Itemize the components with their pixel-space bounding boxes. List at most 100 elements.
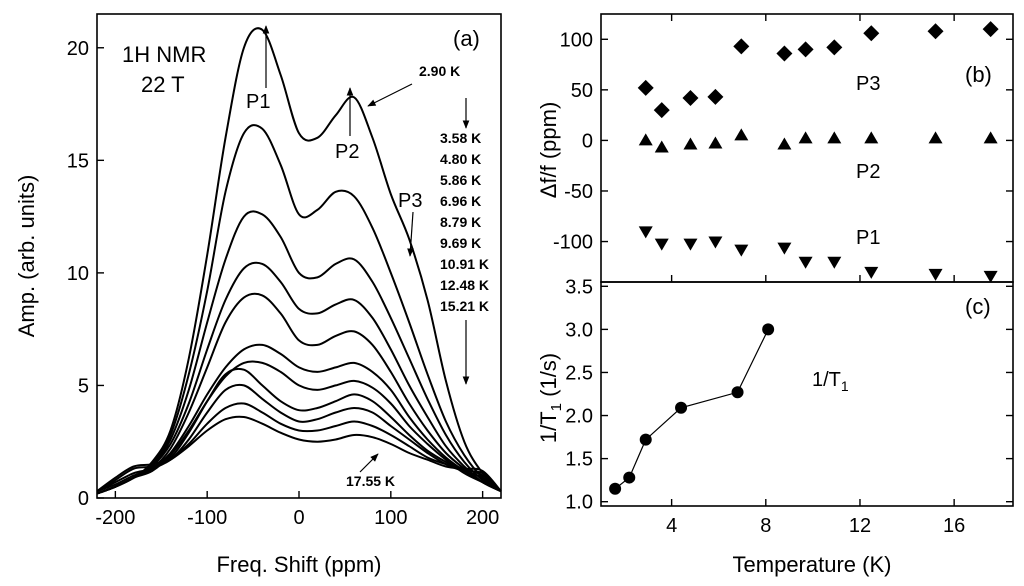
panel-b-peak-shifts: -100 -50 0 50 100 (b) P3 P2 P1 Δf/f (ppm)	[536, 13, 1014, 283]
peak-label-p2: P2	[335, 141, 359, 163]
panel-a-label: (a)	[453, 26, 480, 51]
data-point-p1	[983, 270, 998, 283]
panel-c-relaxation-rate: 1.0 1.5 2.0 2.5 3.0 3.5 4 8 12 16 (c) 1/T1 Tempe…	[536, 276, 1014, 577]
panel-a-y-ticks: 0 5 10 15 20	[67, 38, 104, 510]
panel-a-temperature-labels: 2.90 K 3.58 K 4.80 K 5.86 K 6.96 K 8.79 K 9.69…	[262, 25, 489, 489]
temperature-label: 15.21 K	[440, 298, 489, 314]
spectrum-curve	[96, 124, 502, 495]
panel-a-y-axis-label: Amp. (arb. units)	[14, 175, 39, 338]
panel-b-y-tick-label: 50	[571, 80, 593, 102]
annotation-arrow	[367, 83, 413, 107]
data-point-p3	[733, 38, 750, 55]
annotation-arrow	[407, 211, 414, 257]
annotation-arrow	[359, 453, 379, 473]
data-point-p2	[928, 131, 943, 144]
data-point-p3	[927, 23, 944, 40]
series-label-1-over-t1: 1/T1	[812, 369, 849, 394]
series-label-p3: P3	[856, 73, 880, 95]
data-point-p3	[863, 25, 880, 42]
data-point-p3	[682, 89, 699, 106]
data-point-1-over-t1	[762, 323, 775, 336]
panel-c-x-tick-label: 12	[849, 515, 871, 537]
data-point-p1	[734, 244, 749, 257]
panel-c-y-tick-label: 3.0	[565, 319, 593, 341]
data-point-p3	[776, 45, 793, 62]
data-point-p2	[654, 140, 669, 153]
spectrum-curve	[96, 367, 502, 493]
panel-c-x-tick-label: 4	[666, 515, 677, 537]
temperature-label: 12.48 K	[440, 277, 489, 293]
panel-a-y-tick-label: 5	[78, 375, 89, 397]
series-line-1-over-t1	[614, 329, 769, 490]
panel-c-x-tick-label: 8	[760, 515, 771, 537]
temperature-label: 3.58 K	[440, 130, 481, 146]
panel-c-y-axis-label: 1/T1 (1/s)	[536, 353, 565, 443]
data-point-1-over-t1	[675, 401, 688, 414]
data-point-p1	[864, 266, 879, 279]
data-point-p3	[637, 79, 654, 96]
data-point-p2	[734, 128, 749, 141]
temperature-label: 4.80 K	[440, 151, 481, 167]
data-point-1-over-t1	[731, 386, 744, 399]
panel-a-x-tick-label: -100	[187, 507, 227, 529]
series-label-p1: P1	[856, 227, 880, 249]
nmr-title-line2: 22 T	[141, 72, 185, 97]
spectrum-curve	[96, 210, 502, 495]
panel-a-y-tick-label: 10	[67, 263, 89, 285]
panel-a-y-tick-label: 0	[78, 488, 89, 510]
panel-b-y-tick-label: 0	[582, 130, 593, 152]
panel-a-x-axis-label: Freq. Shift (ppm)	[216, 552, 381, 577]
series-label-p2: P2	[856, 161, 880, 183]
panel-a-x-tick-label: 0	[293, 507, 304, 529]
temperature-label: 17.55 K	[346, 473, 395, 489]
data-point-p2	[864, 131, 879, 144]
peak-label-p3: P3	[398, 190, 422, 212]
panel-a-x-tick-label: 100	[374, 507, 407, 529]
panel-c-x-tick-label: 16	[943, 515, 965, 537]
data-point-p1	[777, 242, 792, 255]
spectrum-curve	[96, 343, 502, 495]
panel-c-label: (c)	[965, 294, 991, 319]
panel-a-spectra: 0 5 10 15 20 -200 -100 0 100 200 2.90 K 3.58 K 4.8…	[14, 13, 502, 577]
panel-b-y-tick-label: -100	[553, 232, 593, 254]
data-point-p1	[654, 238, 669, 251]
temperature-label: 2.90 K	[419, 63, 460, 79]
panel-a-y-tick-label: 20	[67, 38, 89, 60]
panel-c-y-tick-label: 2.0	[565, 406, 593, 428]
data-point-p1	[683, 238, 698, 251]
panel-c-y-tick-label: 1.5	[565, 449, 593, 471]
temperature-label: 6.96 K	[440, 193, 481, 209]
data-point-p2	[638, 133, 653, 146]
panel-b-y-ticks: -100 -50 0 50 100	[553, 29, 1013, 254]
data-point-p2	[827, 131, 842, 144]
temperature-label: 5.86 K	[440, 172, 481, 188]
panel-b-label: (b)	[965, 62, 992, 87]
panel-c-x-axis-label: Temperature (K)	[733, 552, 892, 577]
spectrum-curve	[96, 27, 502, 495]
temperature-label: 9.69 K	[440, 235, 481, 251]
data-point-p3	[826, 39, 843, 56]
data-point-p2	[777, 137, 792, 150]
data-point-p1	[798, 256, 813, 269]
nmr-title-line1: 1H NMR	[122, 42, 206, 67]
data-point-p1	[708, 236, 723, 249]
panel-a-x-tick-label: 200	[466, 507, 499, 529]
panel-a-x-tick-label: -200	[95, 507, 135, 529]
panel-c-y-tick-label: 3.5	[565, 276, 593, 298]
spectrum-curve	[96, 360, 502, 495]
temperature-label: 10.91 K	[440, 256, 489, 272]
panel-c-series	[609, 323, 775, 495]
data-point-p3	[653, 102, 670, 119]
data-point-p1	[638, 226, 653, 239]
panel-b-y-axis-label: Δf/f (ppm)	[536, 102, 561, 199]
panel-c-x-ticks: 4 8 12 16	[666, 499, 965, 537]
panel-b-y-tick-label: -50	[564, 181, 593, 203]
spectrum-curve	[96, 292, 502, 495]
data-point-p3	[982, 21, 999, 38]
data-point-p3	[707, 88, 724, 105]
spectrum-curve	[96, 415, 502, 493]
data-point-1-over-t1	[609, 482, 622, 495]
temperature-label: 8.79 K	[440, 214, 481, 230]
peak-label-p1: P1	[246, 91, 270, 113]
